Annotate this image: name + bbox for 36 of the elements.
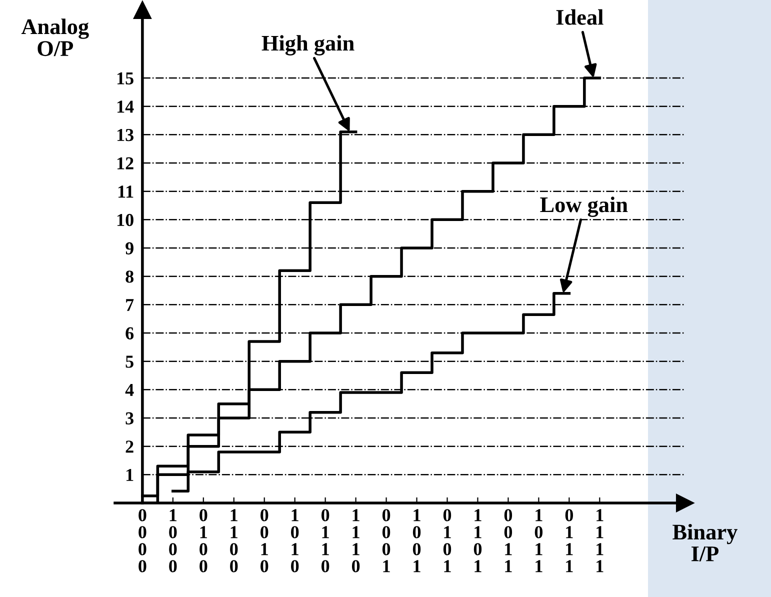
y-tick-label: 7: [126, 299, 134, 311]
x-tick-label: 1 1 0 0: [230, 509, 238, 572]
y-tick-label: 2: [126, 440, 134, 453]
x-tick-label: 1 1 1 0: [352, 509, 360, 572]
x-tick-label: 1 0 1 0: [291, 509, 299, 572]
x-tick-label: 0 1 0 0: [200, 509, 208, 572]
y-tick-label: 9: [126, 242, 134, 254]
y-tick-label: 1: [126, 469, 134, 481]
x-axis-title: Binary I/P: [672, 524, 738, 562]
x-tick-label: 0 1 1 1: [565, 509, 573, 572]
x-tick-label: 1 0 0 0: [169, 509, 177, 572]
y-tick-label: 3: [126, 412, 134, 424]
text: Ideal: [556, 9, 604, 25]
y-tick-label: 13: [117, 128, 134, 142]
y-tick-label: 10: [117, 214, 134, 226]
y-axis-title: Analog O/P: [21, 18, 89, 56]
y-tick-label: 5: [126, 356, 134, 368]
x-tick-label: 1 1 1 1: [596, 509, 604, 572]
x-tick-label: 1 1 0 1: [474, 509, 482, 572]
text: High gain: [262, 35, 354, 56]
x-tick-label: 0 0 1 0: [260, 509, 268, 572]
y-tick-label: 15: [117, 72, 134, 84]
x-tick-label: 0 1 0 1: [443, 509, 452, 572]
text: Low gain: [540, 196, 628, 217]
x-tick-label: 0 1 1 0: [321, 509, 330, 572]
y-tick-label: 8: [126, 270, 134, 283]
y-tick-label: 12: [117, 157, 134, 170]
y-tick-label: 11: [118, 186, 134, 198]
x-tick-label: 0 0 0 1: [382, 509, 390, 572]
x-tick-label: 1 0 0 1: [412, 509, 421, 572]
x-tick-label: 0 0 0 0: [138, 509, 146, 572]
x-tick-label: 0 0 1 1: [504, 509, 512, 572]
y-tick-label: 6: [126, 327, 134, 340]
x-tick-label: 1 0 1 1: [534, 509, 543, 572]
y-tick-label: 14: [117, 100, 134, 113]
y-tick-label: 4: [125, 384, 134, 396]
